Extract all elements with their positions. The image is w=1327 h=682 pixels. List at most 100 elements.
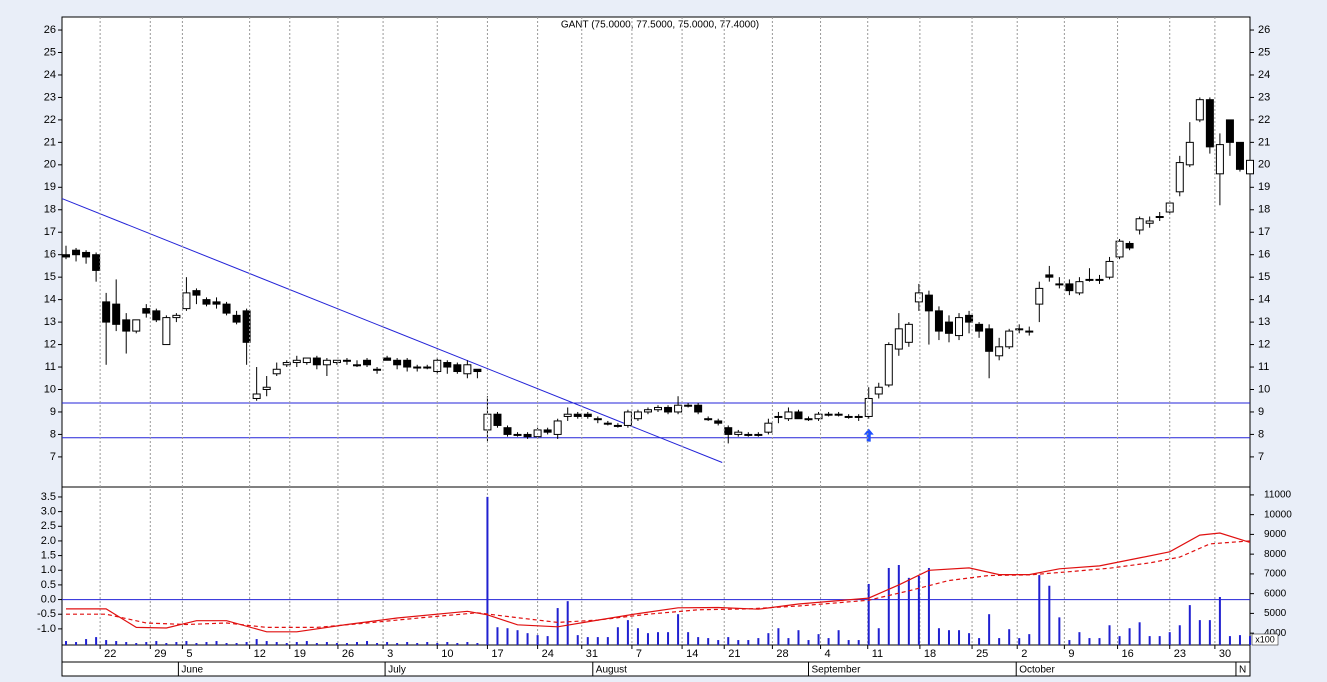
volume-bar	[877, 628, 880, 645]
y-tick-label-right: 26	[1258, 24, 1270, 36]
volume-bar	[255, 639, 258, 645]
candle-body	[503, 427, 512, 435]
y-tick-label: 3.0	[41, 506, 56, 518]
candle-body	[654, 406, 663, 411]
candle-body	[1015, 328, 1024, 331]
candle-body	[884, 344, 893, 386]
candle-body	[292, 359, 301, 364]
y-tick-label-right: 9	[1258, 406, 1264, 418]
volume-bar	[887, 567, 890, 645]
candle-body	[403, 359, 412, 368]
candle-body	[272, 368, 281, 375]
x-tick-label: 30	[1219, 648, 1231, 660]
y-tick-label: 15	[44, 271, 56, 283]
candle-body	[1105, 260, 1114, 278]
candle-body	[62, 254, 71, 258]
candle-body	[473, 368, 482, 373]
y-tick-label-right: 13	[1258, 316, 1270, 328]
y2-tick-label: 7000	[1264, 569, 1287, 580]
candle-body	[82, 251, 91, 258]
x-tick-label: 19	[294, 648, 306, 660]
volume-bar	[596, 637, 599, 645]
y-tick-label-right: 7	[1258, 451, 1264, 463]
candle-body	[1045, 274, 1054, 278]
y-tick-label: 21	[44, 136, 56, 148]
candle-body	[262, 386, 271, 390]
volume-bar	[1078, 632, 1081, 645]
volume-bar	[777, 628, 780, 645]
volume-bar	[1018, 638, 1021, 645]
y2-unit-label: x100	[1255, 634, 1275, 644]
volume-bar	[1168, 632, 1171, 645]
candle-body	[1095, 278, 1104, 281]
x-tick-label: 31	[586, 648, 598, 660]
x-tick-label: 26	[342, 648, 354, 660]
candle-body	[643, 409, 652, 413]
volume-bar	[1088, 638, 1091, 645]
volume-bar	[295, 642, 298, 645]
y-tick-label: 24	[44, 69, 56, 81]
y-tick-label-right: 23	[1258, 91, 1270, 103]
candle-body	[794, 411, 803, 420]
y-tick-label: 11	[45, 361, 56, 373]
candle-body	[774, 415, 783, 418]
candle-body	[363, 359, 372, 366]
volume-bar	[1148, 636, 1151, 645]
volume-bar	[657, 632, 660, 645]
volume-bar	[426, 642, 429, 645]
volume-bar	[1158, 636, 1161, 645]
volume-bar	[1028, 634, 1031, 645]
candle-body	[202, 299, 211, 305]
candle-body	[944, 321, 953, 334]
y-tick-label: 23	[44, 91, 56, 103]
volume-bar	[947, 630, 950, 645]
volume-bar	[927, 567, 930, 645]
y-tick-label-right: 25	[1258, 46, 1270, 58]
volume-bar	[1038, 575, 1041, 645]
candle-body	[112, 303, 121, 325]
volume-bar	[586, 637, 589, 645]
candle-body	[212, 301, 221, 305]
volume-bar	[697, 637, 700, 645]
volume-bar	[606, 637, 609, 645]
month-label: October	[1019, 665, 1055, 676]
candle-body	[92, 254, 101, 271]
volume-bar	[165, 643, 168, 645]
x-tick-label: 25	[976, 648, 988, 660]
volume-bar	[827, 638, 830, 645]
y-tick-label: 2.0	[41, 535, 56, 547]
volume-bar	[536, 635, 539, 645]
candle-body	[744, 433, 753, 436]
y-tick-label-right: 14	[1258, 294, 1270, 306]
candle-body	[904, 323, 913, 343]
volume-bar	[506, 628, 509, 645]
candle-body	[664, 406, 673, 413]
candle-body	[1145, 220, 1154, 224]
candle-body	[493, 413, 502, 426]
volume-bar	[275, 642, 278, 645]
x-tick-label: 29	[154, 648, 166, 660]
candle-body	[543, 429, 552, 433]
volume-bar	[847, 640, 850, 645]
candle-body	[894, 328, 903, 350]
volume-bar	[85, 639, 88, 645]
volume-bar	[135, 643, 138, 645]
volume-bar	[1178, 625, 1181, 645]
volume-bar	[105, 640, 108, 645]
month-label: July	[388, 665, 406, 676]
x-tick-label: 3	[387, 648, 393, 660]
candle-body	[242, 310, 251, 343]
signal-line	[66, 540, 1251, 628]
volume-bar	[516, 630, 519, 645]
volume-bar	[285, 643, 288, 645]
volume-bar	[436, 643, 439, 645]
y-tick-label: 14	[44, 294, 56, 306]
candle-body	[513, 433, 522, 436]
arrow-marker	[863, 428, 874, 442]
y-tick-label: 7	[50, 451, 56, 463]
volume-bar	[1188, 605, 1191, 645]
candle-body	[1065, 283, 1074, 292]
volume-bar	[636, 628, 639, 645]
candle-body	[804, 418, 813, 421]
